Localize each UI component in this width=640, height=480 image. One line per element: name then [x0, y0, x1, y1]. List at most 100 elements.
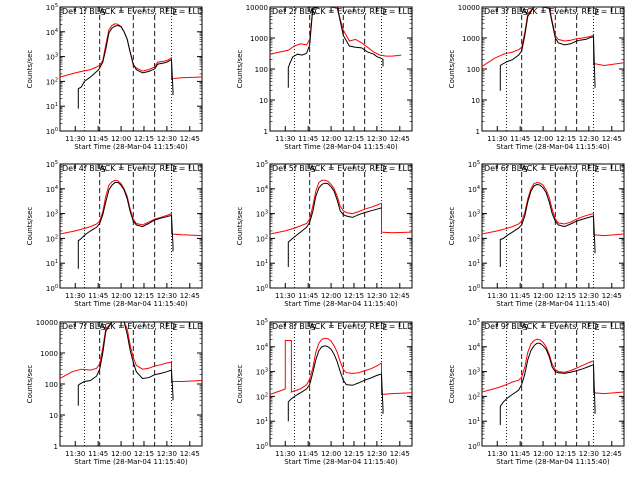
chart-6-series-events	[499, 183, 596, 267]
chart-8-xtick-label: 11:30	[275, 450, 295, 458]
chart-9-plot-frame	[481, 321, 625, 447]
chart-2-marker-label: E	[382, 8, 387, 17]
chart-2-title: Det 2f BLACK = Events, RED = LLD	[272, 7, 413, 16]
chart-9-ytick-label: 102	[468, 392, 480, 401]
chart-8-ytick-label: 101	[256, 417, 268, 426]
chart-8-series-events	[287, 345, 384, 422]
chart-7-plot-frame	[59, 321, 203, 447]
chart-9-xtick-label: 12:00	[533, 450, 553, 458]
chart-7: Det 7f BLACK = Events, RED = LLD 1 10 100 10…	[26, 319, 203, 466]
chart-6-ylabel: Counts/sec	[448, 207, 456, 246]
chart-4-ytick-label: 101	[46, 259, 58, 268]
chart-1-xtick-label: 12:00	[111, 135, 131, 143]
chart-6-title: Det 6f BLACK = Events, RED = LLD	[484, 164, 625, 173]
chart-1-ytick-label: 100	[46, 127, 58, 136]
chart-1-ytick-label: 104	[46, 28, 58, 37]
chart-9-xtick-label: 11:45	[510, 450, 530, 458]
chart-3-xtick-label: 12:00	[533, 135, 553, 143]
chart-4-ytick-label: 105	[46, 160, 58, 169]
chart-5-ytick-label: 105	[256, 160, 268, 169]
chart-8: Det 8f BLACK = Events, RED = LLD 100 101 10…	[236, 318, 413, 466]
chart-5-marker-label: E	[382, 165, 387, 174]
chart-2-xtick-label: 12:00	[321, 135, 341, 143]
chart-4-ytick-label: 103	[46, 210, 58, 219]
chart-3-xtick-label: 12:45	[602, 135, 622, 143]
chart-7-marker-label: S	[101, 323, 106, 332]
chart-5-plot-frame	[269, 163, 413, 289]
chart-8-ytick-label: 104	[256, 343, 268, 352]
chart-2-xtick-label: 12:30	[367, 135, 387, 143]
chart-1-ytick-label: 105	[46, 3, 58, 12]
chart-9-xlabel: Start Time (28-Mar-04 11:15:40)	[496, 458, 610, 466]
chart-6-xtick-label: 12:15	[556, 292, 576, 300]
chart-5-marker-label: S	[311, 165, 316, 174]
chart-1-plot-frame	[59, 6, 203, 132]
chart-9-ytick-label: 104	[468, 343, 480, 352]
chart-5-xtick-label: 11:45	[298, 292, 318, 300]
chart-2-xtick-label: 11:45	[298, 135, 318, 143]
chart-6-xlabel: Start Time (28-Mar-04 11:15:40)	[496, 300, 610, 308]
chart-3-xtick-label: 11:45	[510, 135, 530, 143]
chart-1-ytick-label: 102	[46, 77, 58, 86]
chart-4-xlabel: Start Time (28-Mar-04 11:15:40)	[74, 300, 188, 308]
chart-1-ytick-label: 101	[46, 102, 58, 111]
chart-4-marker-label: E	[172, 165, 177, 174]
chart-8-xtick-label: 11:45	[298, 450, 318, 458]
chart-7-xtick-label: 11:30	[65, 450, 85, 458]
chart-6-ytick-label: 101	[468, 259, 480, 268]
chart-4-xtick-label: 11:30	[65, 292, 85, 300]
chart-4-series-events	[77, 182, 174, 269]
chart-9-series-lld	[482, 338, 624, 395]
chart-6-xtick-label: 12:30	[579, 292, 599, 300]
chart-6-ytick-label: 100	[468, 284, 480, 293]
chart-3-ytick-label: 10000	[458, 4, 480, 12]
chart-7-title: Det 7f BLACK = Events, RED = LLD	[62, 322, 203, 331]
chart-2-ytick-label: 100	[255, 66, 268, 74]
chart-5-ytick-label: 102	[256, 234, 268, 243]
chart-1-ylabel: Counts/sec	[26, 50, 34, 89]
chart-4-plot-frame	[59, 163, 203, 289]
chart-3-ytick-label: 1	[476, 128, 480, 136]
chart-4-ylabel: Counts/sec	[26, 207, 34, 246]
chart-9: Det 9f BLACK = Events, RED = LLD 100 101 10…	[448, 318, 625, 466]
chart-6-series-lld	[482, 181, 624, 237]
chart-1-xtick-label: 12:30	[157, 135, 177, 143]
chart-4-ytick-label: 104	[46, 185, 58, 194]
chart-7-xtick-label: 12:30	[157, 450, 177, 458]
chart-1-xtick-label: 12:15	[134, 135, 154, 143]
chart-9-ytick-label: 100	[468, 442, 480, 451]
chart-6-ytick-label: 104	[468, 185, 480, 194]
chart-8-marker-label: S	[311, 323, 316, 332]
chart-8-xtick-label: 12:15	[344, 450, 364, 458]
chart-8-xtick-label: 12:30	[367, 450, 387, 458]
chart-6-ytick-label: 105	[468, 160, 480, 169]
chart-6-xtick-label: 12:00	[533, 292, 553, 300]
chart-1: Det 1f BLACK = Events, RED = LLD 100 101 10…	[26, 3, 203, 151]
chart-8-ytick-label: 102	[256, 392, 268, 401]
chart-4-marker-label: S	[101, 165, 106, 174]
chart-8-title: Det 8f BLACK = Events, RED = LLD	[272, 322, 413, 331]
chart-2-series-lld	[270, 7, 402, 57]
chart-1-xlabel: Start Time (28-Mar-04 11:15:40)	[74, 143, 188, 151]
chart-7-ytick-label: 10000	[36, 319, 58, 327]
chart-5-xtick-label: 12:00	[321, 292, 341, 300]
chart-3-title: Det 3f BLACK = Events, RED = LLD	[484, 7, 625, 16]
chart-1-title: Det 1f BLACK = Events, RED = LLD	[62, 7, 203, 16]
chart-9-ytick-label: 105	[468, 318, 480, 327]
chart-5-ytick-label: 104	[256, 185, 268, 194]
chart-9-ytick-label: 103	[468, 368, 480, 377]
chart-4-title: Det 4f BLACK = Events, RED = LLD	[62, 164, 203, 173]
chart-9-xtick-label: 11:30	[487, 450, 507, 458]
chart-4-ytick-label: 100	[46, 284, 58, 293]
chart-4: Det 4f BLACK = Events, RED = LLD 100 101 10…	[26, 160, 203, 308]
chart-7-ytick-label: 100	[45, 381, 58, 389]
chart-1-xtick-label: 11:45	[88, 135, 108, 143]
chart-1-marker-label: S	[101, 8, 106, 17]
chart-7-series-events	[77, 322, 174, 406]
chart-1-xtick-label: 12:45	[180, 135, 200, 143]
chart-7-ytick-label: 1000	[40, 350, 58, 358]
chart-3-xtick-label: 12:15	[556, 135, 576, 143]
chart-7-ylabel: Counts/sec	[26, 365, 34, 404]
chart-3-series-events	[499, 7, 596, 91]
